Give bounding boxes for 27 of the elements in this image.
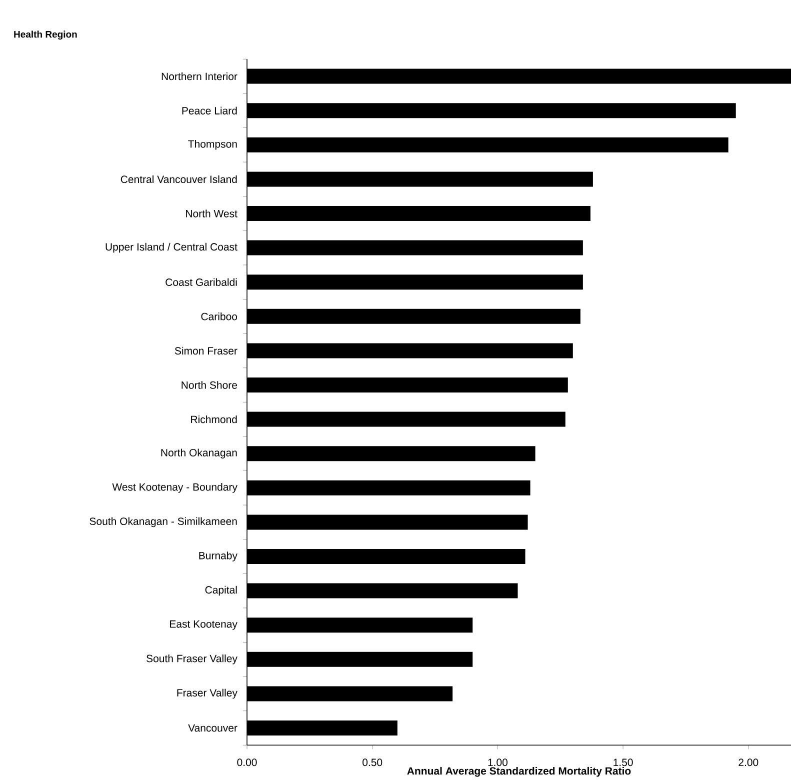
y-tick-label: East Kootenay — [170, 620, 238, 630]
y-tick-label: Fraser Valley — [177, 688, 238, 699]
y-tick-label: Upper Island / Central Coast — [106, 242, 238, 253]
y-tick-label: Cariboo — [201, 312, 238, 320]
y-tick-label: North West — [186, 210, 238, 218]
y-tick-label: Coast Garibaldi — [166, 278, 237, 286]
y-tick-label: West Kootenay - Boundary — [112, 483, 238, 493]
x-axis-title: Annual Average Standardized Mortality Ratio — [407, 766, 631, 777]
y-tick-label: Burnaby — [199, 552, 238, 562]
y-tick-label: Central Vancouver Island — [120, 175, 237, 184]
y-tick-label: Vancouver — [188, 724, 238, 732]
y-tick-label: Thompson — [188, 140, 237, 150]
x-tick-label: 0.50 — [362, 758, 382, 766]
y-axis-title: Health Region — [14, 30, 77, 40]
x-tick-label: 0.00 — [237, 758, 257, 766]
x-tick-label: 1.00 — [488, 758, 508, 766]
y-tick-label: Simon Fraser — [174, 346, 238, 355]
y-tick-label: Peace Liard — [182, 106, 237, 114]
y-tick-label: Capital — [205, 586, 237, 596]
x-tick-label: 2.00 — [738, 758, 758, 766]
y-tick-label: North Okanagan — [161, 448, 237, 458]
y-tick-label: South Okanagan - Similkameen — [90, 517, 237, 528]
y-tick-label: Northern Interior — [162, 72, 238, 80]
y-tick-label: South Fraser Valley — [146, 654, 238, 664]
x-tick-label: 1.50 — [614, 758, 633, 766]
y-tick-label: North Shore — [182, 381, 237, 389]
y-tick-label: Richmond — [191, 415, 237, 424]
